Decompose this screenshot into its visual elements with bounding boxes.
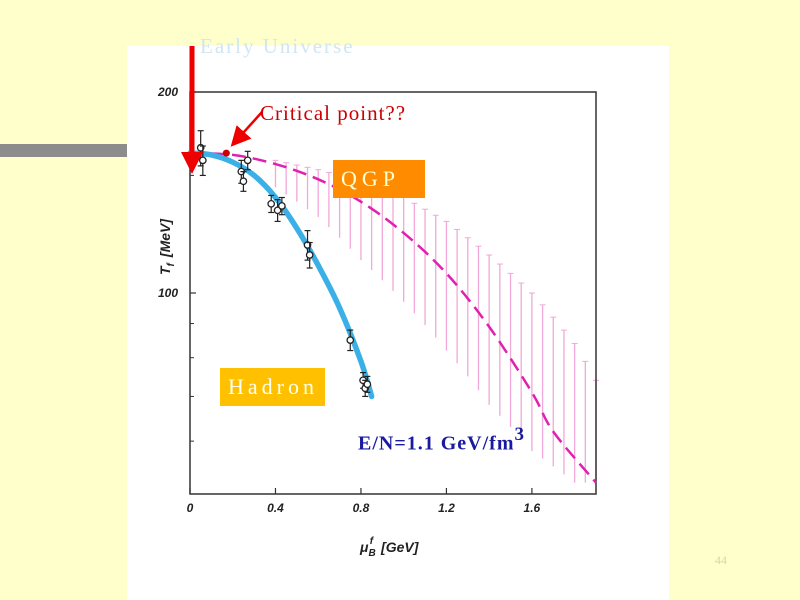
y-axis-label-sub: f [166,261,177,266]
qgp-label: QGP [333,160,425,198]
data-point [363,380,372,389]
y-tick-label: 100 [158,286,178,300]
dashed-curve-group [189,151,597,484]
y-axis-label: Tf [MeV] [157,218,177,275]
data-point [346,336,355,344]
critical-point-group [222,149,230,157]
x-tick-label: 1.6 [524,501,541,515]
figure-panel [127,46,669,600]
y-tick-label: 200 [157,85,178,99]
critical-point-marker [222,149,230,157]
y-axis: 200 100 [157,85,196,442]
data-points-group [196,130,372,398]
arrow-head [181,152,203,174]
y-axis-label-t: T [157,265,173,275]
page-number: 44 [715,553,727,567]
x-tick-label: 0 [187,501,194,515]
data-point [305,251,314,259]
early-universe-arrow [181,46,203,174]
hadron-label: Hadron [220,368,325,406]
x-axis-label-sub: B [368,548,375,559]
energy-per-particle-label: E/N=1.1 GeV/fm3 [358,424,525,456]
x-axis-label: μBf [GeV] [359,536,420,559]
slide-accent-bar [0,144,128,157]
data-point [198,156,207,165]
y-axis-label-unit: [MeV] [157,218,173,258]
x-axis: 0 0.4 0.8 1.2 1.6 [187,488,541,515]
critical-point-arrow [230,111,263,147]
x-axis-label-unit: [GeV] [380,539,420,555]
energy-per-particle-text: E/N=1.1 GeV/fm [358,432,515,455]
early-universe-label: Early Universe [200,34,355,58]
x-axis-label-sup: f [370,536,375,547]
data-point [267,199,276,208]
critical-point-label: Critical point?? [260,101,407,125]
data-point [278,202,286,210]
x-tick-label: 1.2 [438,501,455,515]
error-band [272,159,599,483]
en-dashed-curve [189,151,597,484]
x-tick-label: 0.4 [267,501,284,515]
x-tick-label: 0.8 [353,501,370,515]
energy-exponent: 3 [514,424,525,445]
fit-curve-group [187,150,375,400]
data-point [239,177,248,186]
x-axis-label-mu: μ [359,539,369,555]
freeze-out-fit-curve [187,150,375,400]
data-point [243,156,252,165]
